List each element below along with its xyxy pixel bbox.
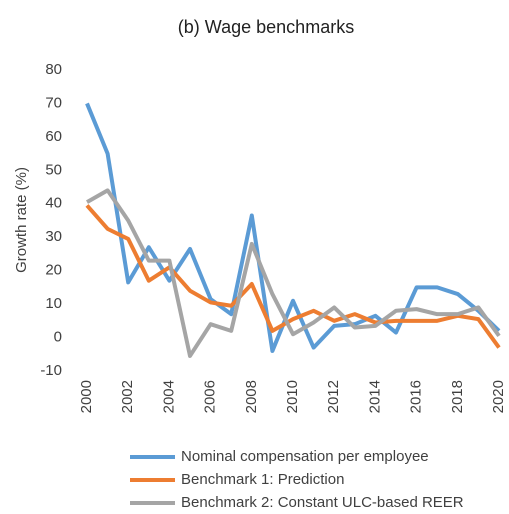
x-tick-label: 2014 (366, 380, 383, 413)
x-tick-label: 2020 (490, 380, 507, 413)
x-tick-label: 2010 (284, 380, 301, 413)
y-tick-label: 20 (45, 262, 62, 279)
y-tick-label: 50 (45, 161, 62, 178)
series-line (86, 188, 501, 358)
y-tick-label: 10 (45, 295, 62, 312)
x-tick-label: 2004 (160, 380, 177, 413)
x-tick-label: 2016 (408, 380, 425, 413)
legend-label: Nominal compensation per employee (181, 448, 429, 465)
x-tick-label: 2008 (243, 380, 260, 413)
legend-label: Benchmark 1: Prediction (181, 471, 344, 488)
y-axis-label: Growth rate (%) (13, 167, 30, 273)
x-tick-label: 2012 (325, 380, 342, 413)
y-tick-label: 30 (45, 228, 62, 245)
series-line (85, 102, 501, 353)
y-tick-label: 60 (45, 128, 62, 145)
x-tick-label: 2000 (78, 380, 95, 413)
chart-title: (b) Wage benchmarks (178, 17, 354, 37)
y-tick-label: 40 (45, 195, 62, 212)
x-tick-label: 2018 (449, 380, 466, 413)
x-tick-label: 2002 (119, 380, 136, 413)
legend-label: Benchmark 2: Constant ULC-based REER (181, 494, 464, 511)
x-tick-label: 2006 (202, 380, 219, 413)
y-tick-label: 70 (45, 94, 62, 111)
y-tick-label: 0 (54, 329, 62, 346)
y-tick-label: -10 (40, 362, 62, 379)
y-tick-label: 80 (45, 61, 62, 78)
series-line (85, 204, 501, 349)
